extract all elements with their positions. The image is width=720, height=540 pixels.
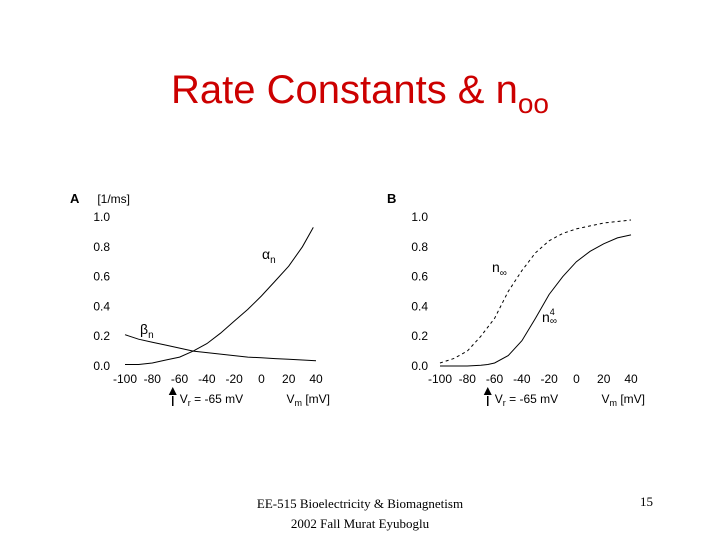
x-tick-label: -100 [113,372,137,386]
y-tick-label: 0.2 [411,329,428,343]
series-label-1: n∞ [492,259,507,279]
y-tick-label: 0.8 [93,240,110,254]
y-tick-label: 0.2 [93,329,110,343]
x-tick-label: -80 [459,372,477,386]
y-axis-label: [1/ms] [97,192,130,206]
page-number: 15 [640,494,653,509]
x-axis-label: Vm [mV] [601,392,645,408]
resting-potential-arrowhead [168,387,177,395]
y-tick-label: 0.8 [411,240,428,254]
x-tick-label: -60 [171,372,189,386]
title-subscript: oo [517,88,549,119]
y-tick-label: 1.0 [93,210,110,224]
title-main: Rate Constants & n [170,68,518,112]
y-tick-label: 0.0 [93,359,110,373]
y-tick-label: 0.4 [93,299,110,313]
x-tick-label: -80 [144,372,162,386]
series-label-1: αn [262,246,276,266]
resting-potential-label: Vr = -65 mV [495,392,558,408]
x-tick-label: 20 [597,372,611,386]
series-line-1 [439,219,632,364]
y-tick-label: 0.6 [93,270,110,284]
panel-label-B: B [387,191,396,206]
y-tick-label: 1.0 [411,210,428,224]
slide-title: Rate Constants & noo [0,68,720,120]
x-tick-label: -100 [428,372,452,386]
x-tick-label: -20 [225,372,243,386]
series-label-2: βn [140,321,154,341]
resting-potential-arrowhead [483,387,492,395]
x-axis-label: Vm [mV] [286,392,330,408]
x-tick-label: 40 [624,372,638,386]
y-tick-label: 0.6 [411,270,428,284]
panel-label-A: A [70,191,80,206]
x-tick-label: -40 [198,372,216,386]
x-tick-label: 0 [573,372,580,386]
x-tick-label: -40 [513,372,531,386]
series-line-2 [124,334,317,362]
series-label-2: n4 ∞ [542,307,557,327]
x-tick-label: 0 [258,372,265,386]
x-tick-label: -60 [486,372,504,386]
resting-potential-label: Vr = -65 mV [180,392,243,408]
x-tick-label: 40 [309,372,323,386]
y-tick-label: 0.0 [411,359,428,373]
series-line-2 [440,234,632,367]
y-tick-label: 0.4 [411,299,428,313]
x-tick-label: -20 [540,372,558,386]
series-line-1 [125,227,314,365]
x-tick-label: 20 [282,372,296,386]
slide-footer: EE-515 Bioelectricity & Biomagnetism 200… [256,496,464,531]
